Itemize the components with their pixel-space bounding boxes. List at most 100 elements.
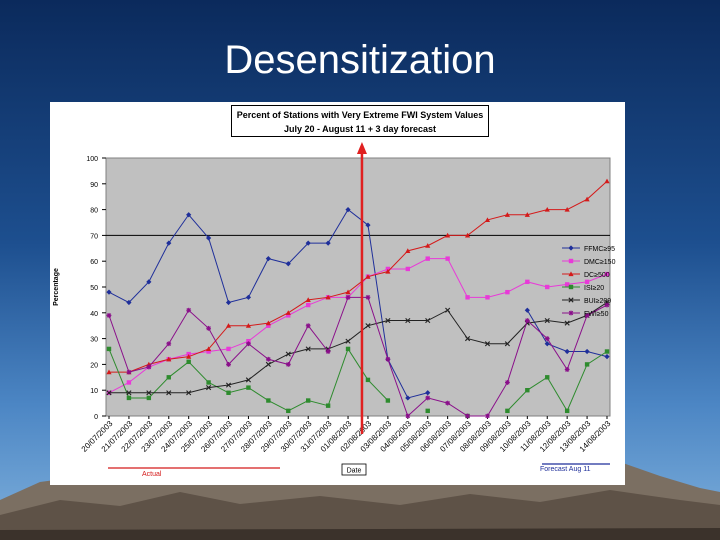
line-chart: 010203040506070809010020/07/200321/07/20… <box>53 142 616 478</box>
series-0-point <box>305 240 311 246</box>
series-4-point-stroke <box>206 385 212 391</box>
series-3-point <box>345 346 351 352</box>
series-0-point <box>425 390 431 396</box>
series-2-point <box>464 232 471 238</box>
series-3-point <box>604 349 610 354</box>
legend-swatch-marker <box>568 258 574 264</box>
series-3-point <box>166 375 171 380</box>
series-5-point-stroke <box>445 400 450 406</box>
series-1-point <box>485 295 490 300</box>
series-5-point-stroke <box>266 357 271 362</box>
series-5-point <box>206 325 211 331</box>
series-4-point <box>225 382 232 388</box>
series-4-point <box>206 385 212 391</box>
slide-title: Desensitization <box>224 38 496 82</box>
series-3-point <box>106 346 112 352</box>
series-4-point-stroke <box>385 317 391 324</box>
series-4-point-stroke <box>305 346 311 352</box>
legend-swatch-marker <box>568 245 574 251</box>
series-4-point <box>405 317 411 324</box>
y-tick-label: 30 <box>90 337 98 344</box>
y-tick-label: 20 <box>90 362 98 369</box>
series-5-point <box>524 318 530 323</box>
series-2-point <box>305 297 311 302</box>
series-4-point-stroke <box>365 323 371 329</box>
series-4-point-stroke <box>265 361 271 367</box>
series-5-point <box>246 341 251 347</box>
series-5-point-stroke <box>186 308 191 313</box>
series-3-point <box>325 403 331 408</box>
series-1-point <box>266 323 271 328</box>
series-3-point <box>425 408 430 414</box>
series-4-point-stroke <box>245 377 252 383</box>
series-4-point <box>484 341 491 347</box>
forecast-label: Forecast Aug 11 <box>540 466 591 473</box>
series-0-point <box>544 341 550 347</box>
y-tick-label: 10 <box>90 388 98 395</box>
series-4-point <box>305 346 311 352</box>
series-3-point <box>306 398 311 403</box>
series-5-point-stroke <box>126 369 132 375</box>
series-5-point <box>265 356 271 362</box>
actual-label: Actual <box>142 471 162 478</box>
legend-label: ISI≥20 <box>584 285 604 292</box>
series-5-point-stroke <box>425 395 430 401</box>
series-3-point <box>186 359 191 365</box>
series-2-point <box>225 323 232 328</box>
series-5-point-stroke <box>146 364 152 370</box>
series-3-point <box>505 408 510 414</box>
series-5-point <box>166 341 172 347</box>
series-5-point-stroke <box>485 413 490 419</box>
series-5-point <box>186 307 192 313</box>
series-5-point <box>544 336 550 341</box>
series-2-point <box>106 369 112 375</box>
series-3-point <box>126 395 132 401</box>
series-3-point <box>226 390 231 395</box>
series-2-point <box>285 310 291 315</box>
series-1-point <box>286 313 291 318</box>
series-1-point <box>465 295 470 300</box>
series-4-line <box>109 302 608 394</box>
y-tick-label: 0 <box>94 414 98 421</box>
series-5-point-stroke <box>106 313 112 318</box>
series-2-point <box>186 354 192 359</box>
series-4-point-stroke <box>425 317 431 324</box>
forecast-divider-arrowhead <box>356 142 367 154</box>
series-5-point <box>345 294 351 300</box>
series-4-point-stroke <box>405 317 411 324</box>
series-4-point-stroke <box>464 336 471 342</box>
series-5-point-stroke <box>286 362 291 367</box>
series-0-point <box>524 307 530 313</box>
series-4-point-stroke <box>126 390 132 396</box>
series-5-point-stroke <box>604 302 610 308</box>
y-tick-label: 90 <box>90 182 98 189</box>
series-2-point <box>584 196 590 202</box>
series-5-point-stroke <box>246 341 251 346</box>
series-5-point-stroke <box>545 336 550 341</box>
series-5-point-stroke <box>365 295 371 300</box>
series-5-point <box>505 380 510 385</box>
series-0-point <box>186 212 192 218</box>
series-2-point <box>265 320 271 326</box>
series-3-line <box>507 351 608 412</box>
series-4-point <box>445 307 451 313</box>
series-1-point <box>564 282 570 287</box>
y-tick-label: 40 <box>90 311 98 318</box>
series-2-point <box>564 207 570 212</box>
series-2-point <box>385 268 391 274</box>
series-3-point <box>365 377 371 383</box>
series-5-point-stroke <box>385 357 391 362</box>
series-4-point-stroke <box>544 317 550 324</box>
series-4-point-stroke <box>285 351 291 357</box>
series-2-point <box>166 356 172 362</box>
series-0-point <box>365 222 371 228</box>
x-axis-label: Date <box>347 468 362 475</box>
series-5-point <box>285 362 291 367</box>
series-5-point <box>564 367 570 372</box>
series-1-point <box>584 279 590 285</box>
series-1-point <box>246 338 251 344</box>
series-3-point <box>146 395 152 401</box>
series-5-point <box>106 312 112 318</box>
x-axis-label-box <box>341 463 367 476</box>
legend-label: FWI≥50 <box>584 311 609 318</box>
